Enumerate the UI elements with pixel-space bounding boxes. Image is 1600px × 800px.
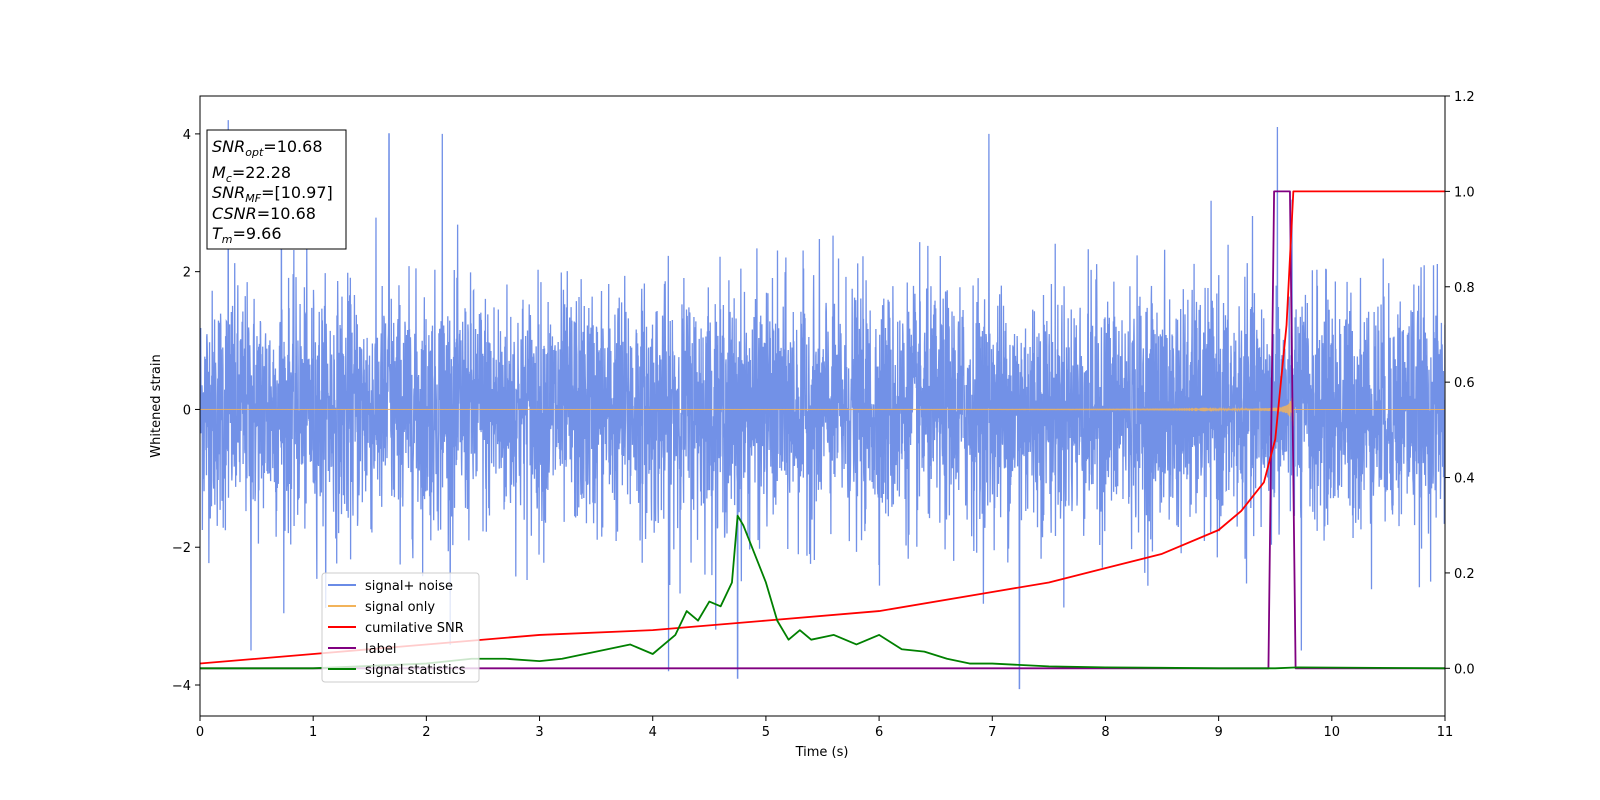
- legend-label-label: label: [365, 642, 396, 657]
- y-axis-label: Whitened strain: [149, 354, 164, 457]
- annotation-tm: Tm=9.66: [212, 224, 282, 246]
- y-left-tick-label: 2: [183, 266, 191, 281]
- x-tick-label: 6: [875, 725, 883, 740]
- x-tick-label: 8: [1101, 725, 1109, 740]
- annotation-mc: Mc=22.28: [212, 163, 291, 185]
- annotation-snr-mf: SNRMF=[10.97]: [212, 183, 333, 205]
- y-right-tick-label: 0.2: [1454, 567, 1475, 582]
- series-signal-only-line: [200, 397, 1445, 426]
- legend: signal+ noise signal only cumilative SNR…: [321, 572, 480, 683]
- x-tick-label: 2: [422, 725, 430, 740]
- legend-label-signal-only: signal only: [365, 600, 435, 615]
- x-tick-label: 9: [1214, 725, 1222, 740]
- series-signal-noise-line: [200, 120, 1445, 690]
- y-right-tick-label: 1.0: [1454, 185, 1475, 200]
- legend-label-signal-statistics: signal statistics: [365, 663, 466, 678]
- series-cumulative-snr-line: [200, 190, 1445, 665]
- y-right-axis-ticks: 1.2 1.0 0.8 0.6 0.4 0.2 0.0: [1445, 90, 1475, 677]
- x-tick-label: 11: [1437, 725, 1454, 740]
- plot-series: [200, 120, 1445, 690]
- x-tick-label: 10: [1324, 725, 1341, 740]
- y-right-tick-label: 0.8: [1454, 281, 1475, 296]
- x-tick-label: 5: [762, 725, 770, 740]
- y-right-tick-label: 1.2: [1454, 90, 1475, 105]
- legend-label-cumulative-snr: cumilative SNR: [365, 621, 464, 636]
- y-left-tick-label: 0: [183, 403, 191, 418]
- x-tick-label: 3: [535, 725, 543, 740]
- y-left-tick-label: −2: [172, 541, 191, 556]
- series-signal-statistics-line: [200, 514, 1445, 670]
- legend-label-signal-noise: signal+ noise: [365, 579, 453, 594]
- x-tick-label: 1: [309, 725, 317, 740]
- y-left-axis-ticks: 4 2 0 −2 −4: [172, 128, 200, 694]
- x-axis-label: Time (s): [795, 745, 849, 760]
- legend-frame: [321, 572, 480, 683]
- x-tick-label: 4: [649, 725, 657, 740]
- x-tick-label: 7: [988, 725, 996, 740]
- annotation-csnr: CSNR=10.68: [212, 204, 316, 223]
- y-right-tick-label: 0.6: [1454, 376, 1475, 391]
- axes-frame: [199, 95, 1446, 717]
- annotation-box-frame: [206, 129, 347, 250]
- plot-area: [200, 120, 1445, 690]
- x-tick-label: 0: [196, 725, 204, 740]
- y-left-tick-label: −4: [172, 679, 191, 694]
- y-right-tick-label: 0.4: [1454, 472, 1475, 487]
- annotation-box: SNRopt=10.68 Mc=22.28 SNRMF=[10.97] CSNR…: [206, 129, 347, 250]
- y-left-tick-label: 4: [183, 128, 191, 143]
- x-axis-ticks: 0 1 2 3 4 5 6 7 8 9 10 11: [196, 716, 1453, 740]
- annotation-snr-opt: SNRopt=10.68: [212, 137, 323, 159]
- y-right-tick-label: 0.0: [1454, 662, 1475, 677]
